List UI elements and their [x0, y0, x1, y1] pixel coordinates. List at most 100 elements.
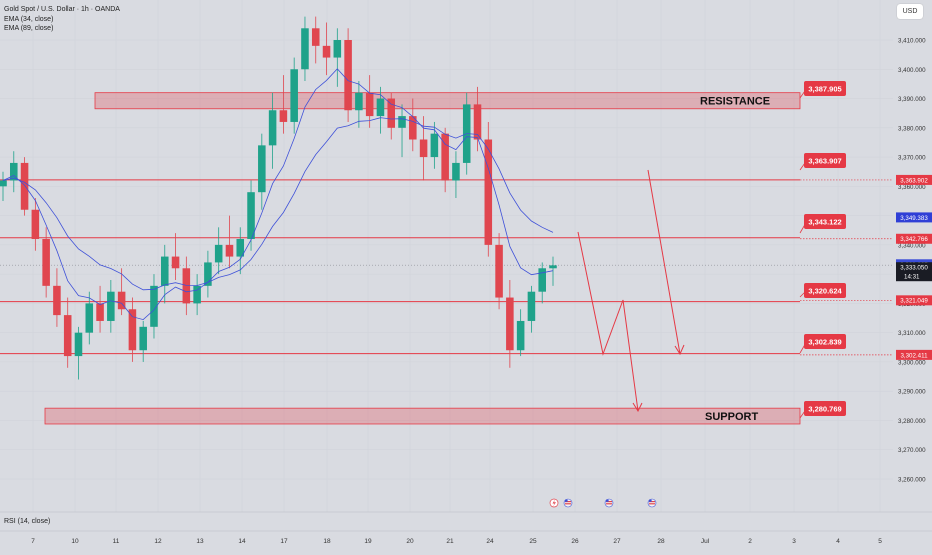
candle-body	[398, 116, 406, 128]
candle-body	[290, 69, 298, 122]
level-labels-layer: 3,387.905 3,363.907 3,343.122 3,320.624 3,30…	[799, 81, 846, 419]
candle-body	[452, 162, 460, 181]
candle-body	[42, 239, 50, 286]
time-tick-label: 3	[792, 538, 796, 545]
time-tick-label: 14	[238, 538, 246, 545]
price-axis-tag-label: 3,363.902	[900, 177, 928, 184]
projection-arrows	[577, 169, 685, 413]
level-label: 3,343.122	[808, 218, 841, 227]
currency-button[interactable]: USD	[897, 4, 923, 19]
ema-89-legend[interactable]: EMA (89, close)	[4, 25, 54, 32]
ema-layer	[2, 68, 554, 321]
zone-support	[44, 407, 801, 425]
candle-body	[430, 133, 439, 158]
flag-canton	[565, 499, 568, 502]
candle-body	[160, 256, 169, 286]
price-axis-tag-label: 3,342.766	[900, 236, 928, 243]
flag-stripe	[606, 501, 612, 503]
time-tick-label: 10	[71, 538, 79, 545]
price-tick-label: 3,390.000	[898, 96, 926, 103]
last-price-label: 3,333.050	[900, 265, 928, 272]
symbol-title[interactable]: Gold Spot / U.S. Dollar · 1h · OANDA	[4, 6, 120, 13]
flag-canton	[606, 499, 609, 502]
zones-layer: RESISTANCE SUPPORT	[44, 92, 801, 425]
price-axis-tag-label: 3,302.411	[900, 352, 928, 359]
flag-stripe	[565, 503, 571, 505]
candle-body	[74, 332, 83, 357]
candle-body	[473, 104, 482, 140]
candle-body	[96, 303, 104, 321]
candle-body	[171, 256, 180, 269]
level-label: 3,363.907	[808, 157, 841, 166]
level-label-box	[804, 401, 846, 416]
candle-body	[150, 285, 158, 327]
ema-34-line	[2, 68, 554, 321]
candle-body	[279, 110, 288, 122]
price-tick-label: 3,260.000	[898, 477, 926, 484]
price-tick-label: 3,360.000	[898, 184, 926, 191]
flag-canton	[649, 499, 652, 502]
candle-body	[484, 139, 493, 245]
price-tick-label: 3,300.000	[898, 359, 926, 366]
chart-grid	[0, 0, 893, 512]
price-axis-tag	[896, 212, 932, 223]
ema-34-legend[interactable]: EMA (34, close)	[4, 15, 54, 23]
lightning-glyph	[552, 499, 556, 507]
candle-body	[387, 98, 396, 128]
candle-body	[258, 145, 266, 193]
price-axis-tag-label: 3,349.383	[900, 215, 928, 222]
candle-body	[225, 244, 234, 257]
candle-body	[355, 92, 363, 111]
candle-body	[506, 297, 514, 351]
candle-body	[441, 133, 449, 181]
candle-body	[538, 268, 546, 292]
candle-body	[527, 291, 536, 321]
candle-body	[182, 268, 191, 304]
time-tick-label: 17	[280, 538, 288, 545]
candle-body	[20, 162, 29, 210]
flag-stripe	[606, 503, 612, 505]
price-axis-tag	[896, 174, 932, 185]
price-tick-label: 3,340.000	[898, 242, 926, 249]
time-tick-label: 7	[31, 538, 35, 545]
time-tick-label: 18	[323, 538, 331, 545]
price-tick-label: 3,400.000	[898, 67, 926, 74]
candle-body	[193, 285, 201, 304]
candle-body	[236, 239, 245, 257]
time-tick-label: 11	[113, 538, 120, 545]
candle-body	[0, 180, 7, 187]
candle-body	[376, 98, 385, 117]
level-label: 3,387.905	[808, 85, 841, 94]
candle-body	[409, 116, 417, 140]
time-axis[interactable]: 7 10 11 12 13 14 17 18 19 20 21 24 25 26 27 28 Jul 2 3 4 5	[31, 538, 882, 545]
time-tick-label: 2	[748, 538, 752, 545]
time-tick-label: 25	[529, 538, 537, 545]
candle-body	[107, 291, 115, 321]
price-tick-label: 3,280.000	[898, 418, 926, 425]
time-tick-label: Jul	[701, 538, 710, 545]
time-tick-label: 20	[406, 538, 414, 545]
time-tick-label: 13	[196, 538, 204, 545]
candle-body	[549, 265, 557, 269]
level-label-box	[804, 153, 846, 168]
price-tick-label: 3,270.000	[898, 447, 926, 454]
candle-body	[128, 309, 137, 351]
candle-body	[301, 28, 309, 70]
price-tick-label: 3,380.000	[898, 125, 926, 132]
candle-body	[204, 262, 212, 286]
candle-body	[53, 285, 61, 316]
rsi-legend[interactable]: RSI (14, close)	[4, 518, 51, 525]
candle-body	[419, 139, 428, 158]
price-axis[interactable]: 3,260.000 3,270.000 3,280.000 3,290.000 3,30…	[896, 38, 932, 484]
level-label: 3,320.624	[808, 287, 842, 296]
candle-body	[117, 291, 126, 310]
price-axis-tag	[896, 295, 932, 306]
flag-stripe	[649, 503, 655, 505]
candle-body	[322, 45, 331, 58]
levels-layer	[0, 179, 893, 356]
arrowhead-icon	[674, 344, 685, 356]
time-tick-label: 26	[571, 538, 579, 545]
chart-legend: Gold Spot / U.S. Dollar · 1h · OANDA EMA…	[4, 5, 120, 34]
